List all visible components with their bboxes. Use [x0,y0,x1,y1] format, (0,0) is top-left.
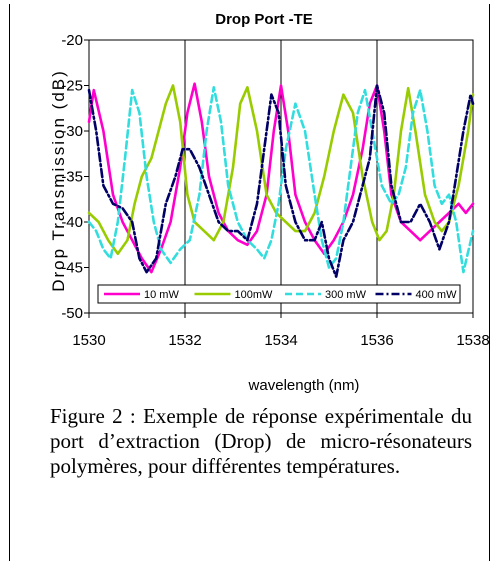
series-line-1 [87,84,475,256]
figure-frame [9,4,490,561]
figure-caption: Figure 2 : Exemple de réponse expériment… [50,404,472,478]
y-tick-label-4: -40 [61,214,83,231]
x-tick-label-0: 1530 [72,332,105,349]
x-axis: 1530 1532 1534 1536 1538 [72,313,490,349]
chart-title: Drop Port -TE [215,11,313,28]
series-line-2 [87,86,475,274]
legend-label-1: 100mW [235,289,274,301]
y-tick-label-5: -45 [61,260,83,277]
y-tick-label-1: -25 [61,78,83,95]
series-lines [87,82,475,278]
chart: Drop Port -TE -20 -25 -30 -35 -40 -45 -50 1530… [49,11,490,394]
legend: 10 mW 100mW 300 mW 400 mW [97,284,461,304]
y-axis: -20 -25 -30 -35 -40 -45 -50 [61,32,89,322]
legend-label-2: 300 mW [325,289,367,301]
x-tick-label-4: 1538 [456,332,489,349]
x-axis-label: wavelength (nm) [248,377,360,394]
x-tick-label-1: 1532 [168,332,201,349]
x-tick-label-2: 1534 [264,332,297,349]
y-tick-label-3: -35 [61,169,83,186]
series-line-3 [87,84,475,278]
legend-label-0: 10 mW [144,289,179,301]
y-axis-label: Drop Transmission (dB) [49,69,68,292]
y-tick-label-0: -20 [61,32,83,49]
y-tick-label-6: -50 [61,305,83,322]
x-tick-label-3: 1536 [360,332,393,349]
y-tick-label-2: -30 [61,123,83,140]
series-line-0 [87,82,475,274]
legend-box [97,284,461,304]
legend-label-3: 400 mW [416,289,458,301]
